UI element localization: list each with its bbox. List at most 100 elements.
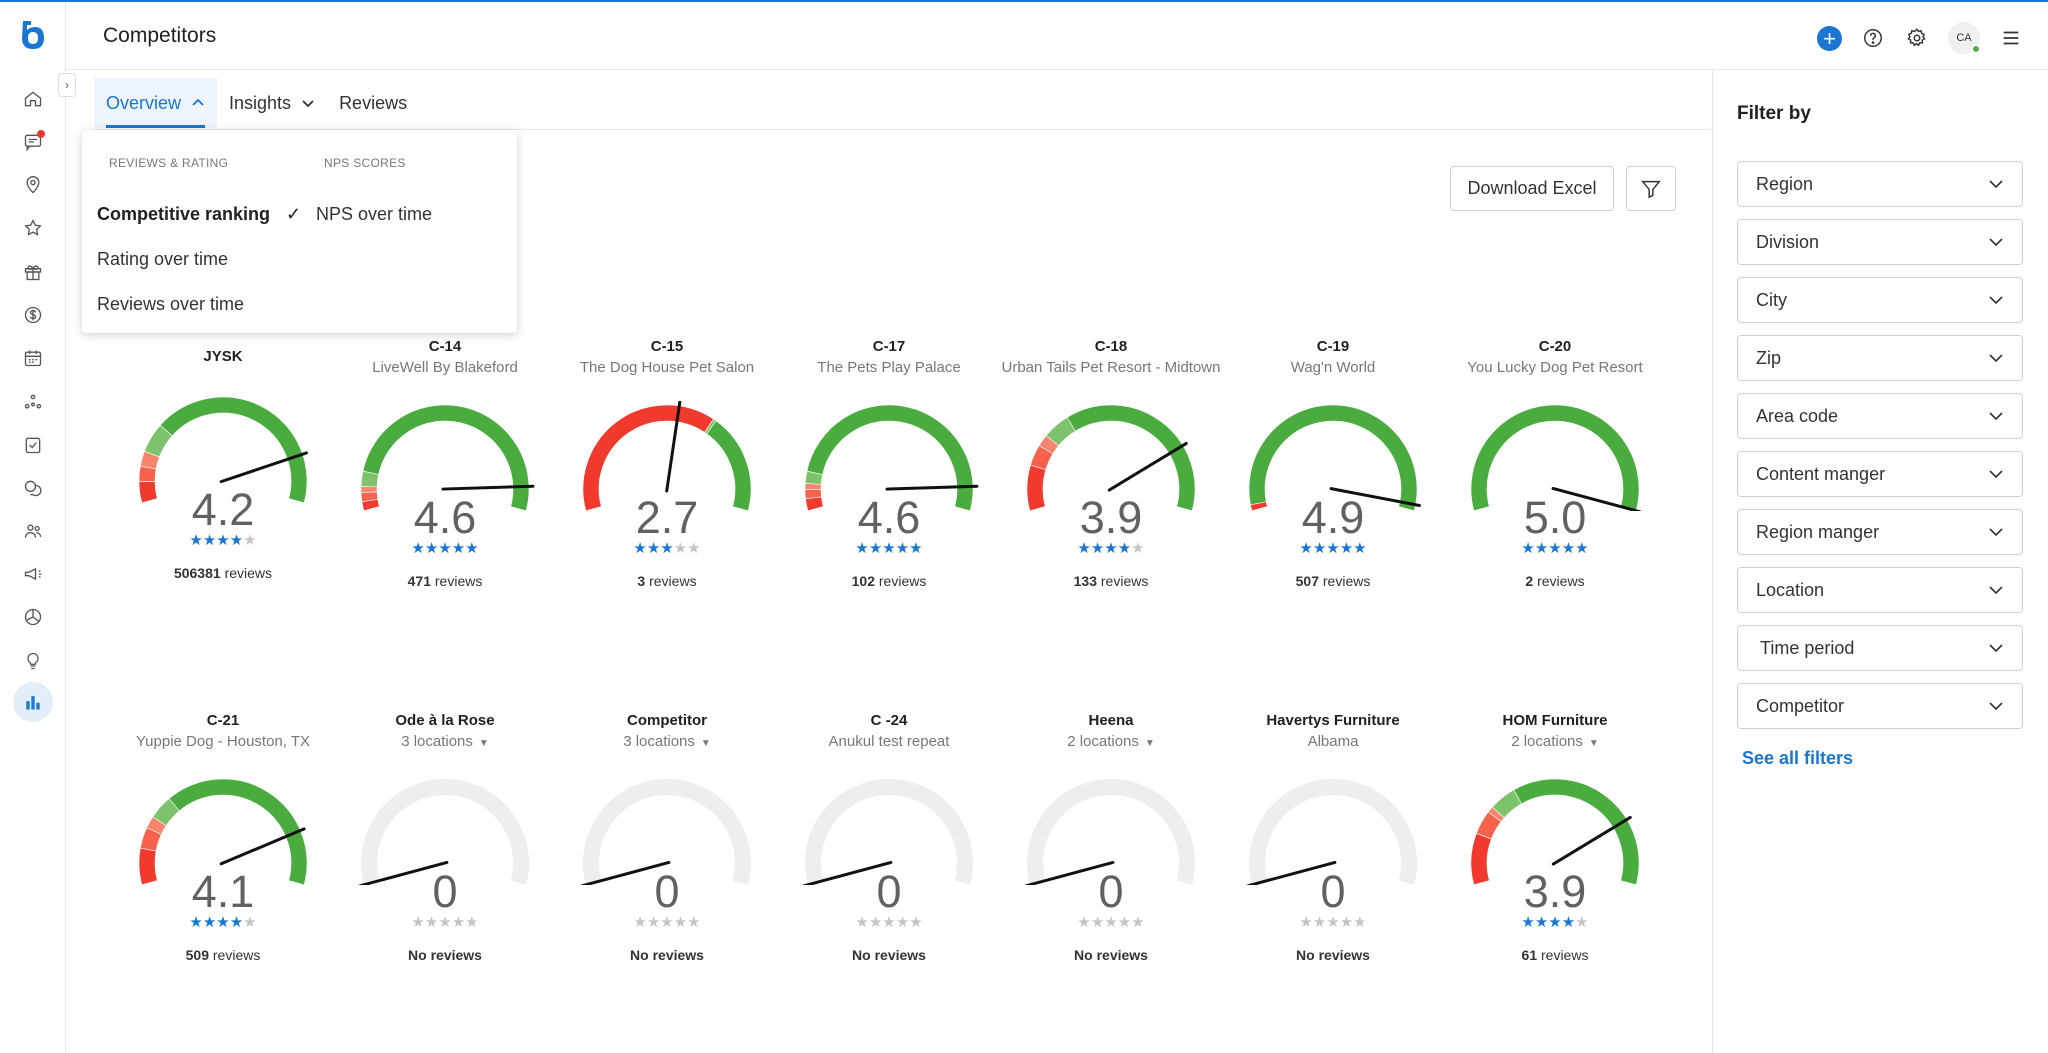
pie-icon[interactable]	[21, 605, 45, 629]
gift-icon[interactable]	[21, 260, 45, 284]
filter-button[interactable]	[1626, 166, 1676, 211]
review-count-number: 2	[1525, 573, 1534, 589]
competitor-card[interactable]: C-17 The Pets Play Palace 4.6 ★★★★★ 102 revi…	[778, 337, 1000, 637]
competitor-card[interactable]: C-21 Yuppie Dog - Houston, TX 4.1 ★★★★★ 509 …	[112, 711, 334, 1011]
competitor-card[interactable]: Competitor 3 locations ▼ 0 ★★★★★ No reviews	[556, 711, 778, 1011]
filter-select-label: Region	[1756, 173, 1814, 194]
locations-dropdown[interactable]: 3 locations ▼	[556, 731, 778, 753]
review-count: 61 reviews	[1444, 947, 1666, 963]
gauge-segment	[706, 420, 752, 511]
filter-select-competitor[interactable]: Competitor	[1737, 683, 2023, 729]
tab-overview[interactable]: Overview	[94, 78, 218, 128]
star-icon: ★	[882, 540, 896, 557]
filter-select-time-period[interactable]: Time period	[1737, 625, 2023, 671]
review-count-label: reviews	[1100, 573, 1149, 589]
star-icon: ★	[1353, 914, 1367, 931]
avatar-initials: CA	[1956, 32, 1972, 44]
filter-select-division[interactable]: Division	[1737, 219, 2023, 265]
filter-select-region[interactable]: Region	[1737, 161, 2023, 207]
star-icon: ★	[202, 914, 217, 931]
rating-gauge	[802, 779, 973, 885]
filter-select-zip[interactable]: Zip	[1737, 335, 2023, 381]
menu-item-nps-over-time[interactable]: NPS over time	[316, 204, 433, 224]
network-icon[interactable]	[21, 390, 45, 414]
gauge-needle	[1107, 441, 1188, 492]
filter-select-location[interactable]: Location	[1737, 567, 2023, 613]
star-icon: ★	[1521, 540, 1535, 557]
star-rating: ★★★★★	[1000, 915, 1222, 931]
competitor-card[interactable]: Havertys Furniture Albama 0 ★★★★★ No reviews	[1222, 711, 1444, 1011]
hamburger-menu-icon[interactable]	[1998, 25, 2024, 51]
tab-reviews[interactable]: Reviews	[327, 78, 419, 128]
competitor-card[interactable]: JYSK 4.2 ★★★★★ 506381 reviews	[112, 347, 334, 647]
filter-select-label: Location	[1756, 579, 1825, 600]
competitor-card[interactable]: C-14 LiveWell By Blakeford 4.6 ★★★★★ 471 rev…	[334, 337, 556, 637]
page-title: Competitors	[103, 24, 217, 47]
filter-select-label: Content manger	[1756, 463, 1886, 484]
star-icon: ★	[633, 540, 647, 557]
tab-label: Reviews	[339, 92, 408, 113]
review-count-label: reviews	[434, 573, 483, 589]
gauge-segment	[1026, 464, 1047, 511]
chat-bubbles-icon[interactable]	[21, 476, 45, 500]
megaphone-icon[interactable]	[21, 562, 45, 586]
expand-sidebar-button[interactable]: ›	[58, 73, 76, 97]
add-icon[interactable]: +	[1817, 25, 1842, 51]
gauge-track	[1249, 779, 1417, 885]
birdeye-logo[interactable]	[16, 18, 50, 52]
star-rating: ★★★★★	[334, 541, 556, 557]
people-icon[interactable]	[21, 519, 45, 543]
lightbulb-icon[interactable]	[21, 649, 45, 673]
gauge-segment	[1248, 404, 1418, 511]
star-icon: ★	[895, 540, 910, 557]
gauge-segment	[806, 404, 974, 511]
star-icon: ★	[465, 914, 479, 931]
competitor-card[interactable]: C-20 You Lucky Dog Pet Resort 5.0 ★★★★★ 2 re…	[1444, 337, 1666, 637]
filter-select-content-manger[interactable]: Content manger	[1737, 451, 2023, 497]
star-rating: ★★★★★	[556, 541, 778, 557]
competitor-name: C -24	[870, 712, 908, 729]
user-avatar[interactable]: CA	[1948, 22, 1981, 54]
tab-insights[interactable]: Insights	[217, 78, 327, 128]
menu-item-reviews-over-time[interactable]: Reviews over time	[97, 294, 245, 314]
competitor-subtitle: You Lucky Dog Pet Resort	[1444, 357, 1666, 379]
help-icon[interactable]	[1860, 25, 1886, 51]
review-count-label: reviews	[1541, 947, 1589, 963]
star-icon: ★	[189, 532, 203, 549]
home-icon[interactable]	[21, 87, 45, 111]
competitor-card[interactable]: C-15 The Dog House Pet Salon 2.7 ★★★★★ 3 rev…	[556, 337, 778, 637]
download-excel-button[interactable]: Download Excel	[1450, 166, 1614, 211]
menu-item-competitive-ranking[interactable]: Competitive ranking ✓	[97, 192, 301, 237]
subtitle-text: Urban Tails Pet Resort - Midtown	[1001, 359, 1221, 376]
dollar-icon[interactable]	[21, 303, 45, 327]
see-all-filters-link[interactable]: See all filters	[1742, 748, 1854, 768]
tab-bar: Overview Insights Reviews	[94, 78, 1711, 130]
competitor-card[interactable]: Heena 2 locations ▼ 0 ★★★★★ No reviews	[1000, 711, 1222, 1011]
locations-dropdown[interactable]: 2 locations ▼	[1000, 731, 1222, 753]
filter-select-label: Division	[1756, 231, 1820, 252]
competitor-card[interactable]: C-19 Wag'n World 4.9 ★★★★★ 507 reviews	[1222, 337, 1444, 637]
calendar-icon[interactable]	[21, 346, 45, 370]
star-icon[interactable]	[21, 216, 45, 240]
chevron-down-icon	[1989, 528, 2003, 537]
menu-item-rating-over-time[interactable]: Rating over time	[97, 249, 229, 269]
filter-funnel-icon	[1641, 180, 1661, 198]
star-icon: ★	[243, 532, 257, 549]
star-icon: ★	[411, 914, 425, 931]
competitor-card[interactable]: C -24 Anukul test repeat 0 ★★★★★ No reviews	[778, 711, 1000, 1011]
checklist-icon[interactable]	[21, 433, 45, 457]
messages-icon[interactable]	[21, 130, 45, 154]
filter-select-area-code[interactable]: Area code	[1737, 393, 2023, 439]
bar-chart-icon[interactable]	[13, 682, 53, 722]
settings-gear-icon[interactable]	[1904, 25, 1930, 51]
competitor-card[interactable]: C-18 Urban Tails Pet Resort - Midtown 3.9 ★…	[1000, 337, 1222, 637]
locations-dropdown[interactable]: 2 locations ▼	[1444, 731, 1666, 753]
star-icon: ★	[1575, 914, 1589, 931]
competitor-card[interactable]: Ode à la Rose 3 locations ▼ 0 ★★★★★ No review…	[334, 711, 556, 1011]
review-count-number: 61	[1521, 947, 1538, 963]
competitor-card[interactable]: HOM Furniture 2 locations ▼ 3.9 ★★★★★ 61 revi…	[1444, 711, 1666, 1011]
location-icon[interactable]	[21, 173, 45, 197]
filter-select-region-manger[interactable]: Region manger	[1737, 509, 2023, 555]
filter-select-city[interactable]: City	[1737, 277, 2023, 323]
locations-dropdown[interactable]: 3 locations ▼	[334, 731, 556, 753]
